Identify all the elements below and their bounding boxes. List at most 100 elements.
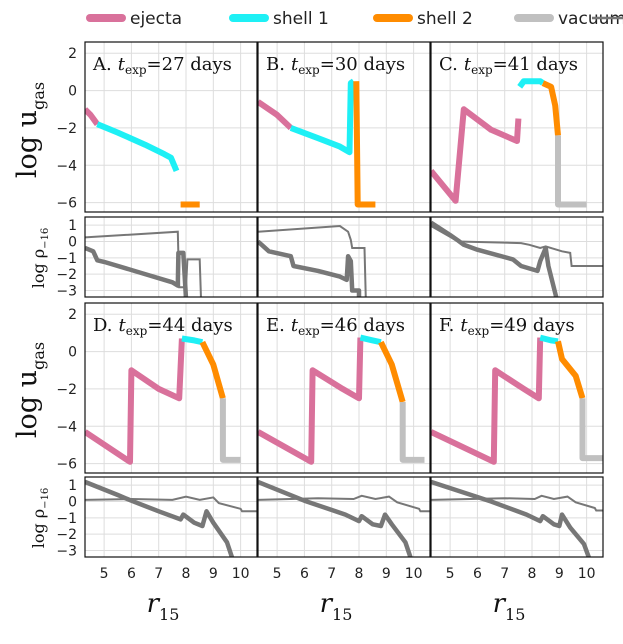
y-tick-label: −6 xyxy=(56,457,77,473)
series-log-rho xyxy=(258,239,362,297)
panel-b-u-series xyxy=(258,78,376,208)
panel-c-rho-frame xyxy=(430,216,604,298)
x-tick-label: 7 xyxy=(500,566,509,582)
y-tick-label: −2 xyxy=(56,267,77,283)
series-shell-1 xyxy=(96,121,180,173)
x-tick-label: 5 xyxy=(100,566,109,582)
panel-frame xyxy=(84,216,258,298)
x-tick-label: 8 xyxy=(182,566,191,582)
series-log-u xyxy=(431,494,603,512)
series-shell-2 xyxy=(199,340,226,400)
series-log-u xyxy=(431,225,603,267)
x-tick-label: 9 xyxy=(555,566,564,582)
x-axis-label: r15 xyxy=(320,589,353,624)
series-shell-2 xyxy=(353,81,376,208)
panel-title: F. texp=49 days xyxy=(439,315,575,338)
panel-frame xyxy=(84,41,258,213)
panel-f-rho-frame: 5 6 7 8 9 10 xyxy=(430,476,604,582)
series-shell-1 xyxy=(289,78,356,156)
y-tick-label: −3 xyxy=(56,543,77,559)
series-shell-1 xyxy=(517,78,545,89)
panel-frame xyxy=(430,216,604,298)
series-log-rho xyxy=(85,479,235,557)
series-shell-1 xyxy=(181,335,204,346)
series-ejecta xyxy=(85,338,185,465)
y-axis-label-rho: log ρ−16 xyxy=(29,228,51,289)
series-shell-1 xyxy=(539,334,559,345)
y-tick-label: −4 xyxy=(56,158,77,174)
panel-title: C. texp=41 days xyxy=(439,54,578,77)
panel-title: A. texp=27 days xyxy=(92,54,232,77)
panel-d-u-series xyxy=(85,335,241,465)
series-shell-1 xyxy=(359,334,382,346)
panel-frame xyxy=(430,476,604,558)
x-axis-label: r15 xyxy=(493,589,526,624)
y-tick-label: −1 xyxy=(56,511,77,527)
series-log-u xyxy=(258,224,367,297)
series-log-rho xyxy=(85,245,189,297)
x-tick-label: 7 xyxy=(154,566,163,582)
x-tick-label: 9 xyxy=(382,566,391,582)
series-shell-2 xyxy=(378,340,406,403)
series-log-rho xyxy=(431,220,559,297)
y-tick-label: 1 xyxy=(68,478,77,494)
panel-f-u-frame: F. texp=49 days xyxy=(430,302,604,474)
panel-frame xyxy=(257,302,431,474)
x-tick-label: 8 xyxy=(528,566,537,582)
x-tick-label: 5 xyxy=(446,566,455,582)
series-shell-2 xyxy=(555,340,586,400)
panel-d-rho-frame: 10−1−2−35 6 7 8 9 10 xyxy=(56,476,258,582)
panel-c-u-frame: C. texp=41 days xyxy=(430,41,604,213)
panel-frame xyxy=(84,302,258,474)
series-log-rho xyxy=(258,479,413,557)
panel-frame xyxy=(257,476,431,558)
y-tick-label: −2 xyxy=(56,382,77,398)
panel-frame xyxy=(257,41,431,213)
series-vacuum xyxy=(555,135,587,208)
panel-d-rho-series xyxy=(85,479,257,557)
y-tick-label: −6 xyxy=(56,196,77,212)
y-tick-label: −2 xyxy=(56,121,77,137)
series-ejecta xyxy=(431,337,544,465)
panel-title: B. texp=30 days xyxy=(266,54,405,77)
series-vacuum xyxy=(579,398,603,462)
panel-frame xyxy=(84,476,258,558)
y-tick-label: 2 xyxy=(68,46,77,62)
y-tick-label: −4 xyxy=(56,419,77,435)
y-axis-label-rho: log ρ−16 xyxy=(29,488,51,549)
panel-a-rho-series xyxy=(85,230,202,297)
series-log-u xyxy=(85,495,257,513)
panel-e-rho-frame: 5 6 7 8 9 10 xyxy=(257,476,431,582)
y-tick-label: 0 xyxy=(68,345,77,361)
panel-f-u-series xyxy=(431,334,603,465)
panel-e-u-frame: E. texp=46 days xyxy=(257,302,431,474)
x-axis-label: r15 xyxy=(147,589,180,624)
x-tick-label: 10 xyxy=(232,566,250,582)
legend-label: ejecta xyxy=(130,9,182,29)
x-tick-label: 6 xyxy=(127,566,136,582)
panel-b-rho-series xyxy=(258,224,367,297)
panel-frame xyxy=(430,302,604,474)
legend-label: vacuum xyxy=(558,9,623,29)
panel-d-u-frame: 2 0 −2 −4 −6 D. texp=44 days xyxy=(56,302,258,474)
y-tick-label: −3 xyxy=(56,283,77,299)
panel-c-u-series xyxy=(431,78,587,208)
series-ejecta xyxy=(258,99,293,131)
y-axis-label-u: log ugas xyxy=(12,82,48,178)
panel-a-u-series xyxy=(85,107,200,208)
panel-e-rho-series xyxy=(258,479,430,557)
y-tick-label: −2 xyxy=(56,527,77,543)
series-vacuum xyxy=(219,398,241,463)
series-log-rho xyxy=(431,479,592,557)
panel-frame xyxy=(430,41,604,213)
x-tick-label: 7 xyxy=(327,566,336,582)
series-shell-2 xyxy=(541,80,561,136)
panel-f-rho-series xyxy=(431,479,603,557)
panel-c-rho-series xyxy=(431,220,603,297)
y-tick-label: −1 xyxy=(56,251,77,267)
series-ejecta xyxy=(85,107,100,126)
panel-frame xyxy=(257,216,431,298)
panel-a-u-frame: 2 0 −2 −4 −6 A. texp=27 days xyxy=(56,41,258,213)
